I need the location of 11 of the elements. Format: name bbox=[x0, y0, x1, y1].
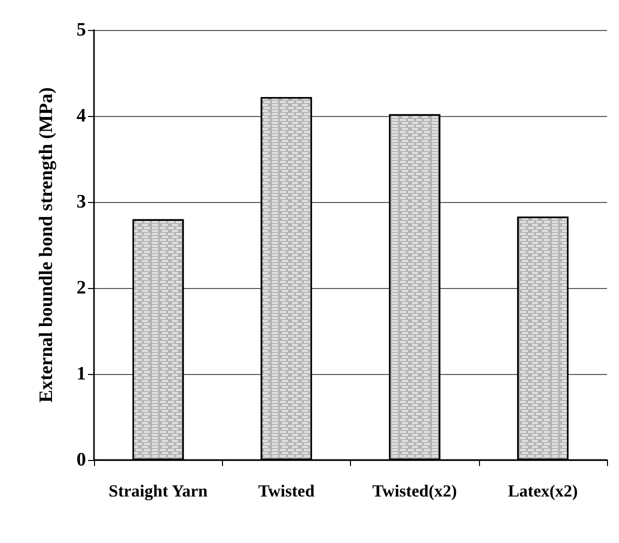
y-tick-label: 2 bbox=[76, 278, 86, 298]
x-tick-label: Twisted(x2) bbox=[372, 482, 457, 500]
x-tick-label: Straight Yarn bbox=[108, 482, 208, 500]
y-tick-label: 0 bbox=[76, 450, 86, 470]
x-tick-label: Latex(x2) bbox=[508, 482, 578, 500]
y-tick-label: 4 bbox=[76, 106, 86, 126]
y-axis-title: External boundle bond strength (MPa) bbox=[36, 87, 57, 403]
y-tick-label: 1 bbox=[76, 364, 86, 384]
y-tick-label: 3 bbox=[76, 192, 86, 212]
x-tick-label: Twisted bbox=[258, 482, 316, 500]
y-tick-label: 5 bbox=[76, 20, 86, 40]
